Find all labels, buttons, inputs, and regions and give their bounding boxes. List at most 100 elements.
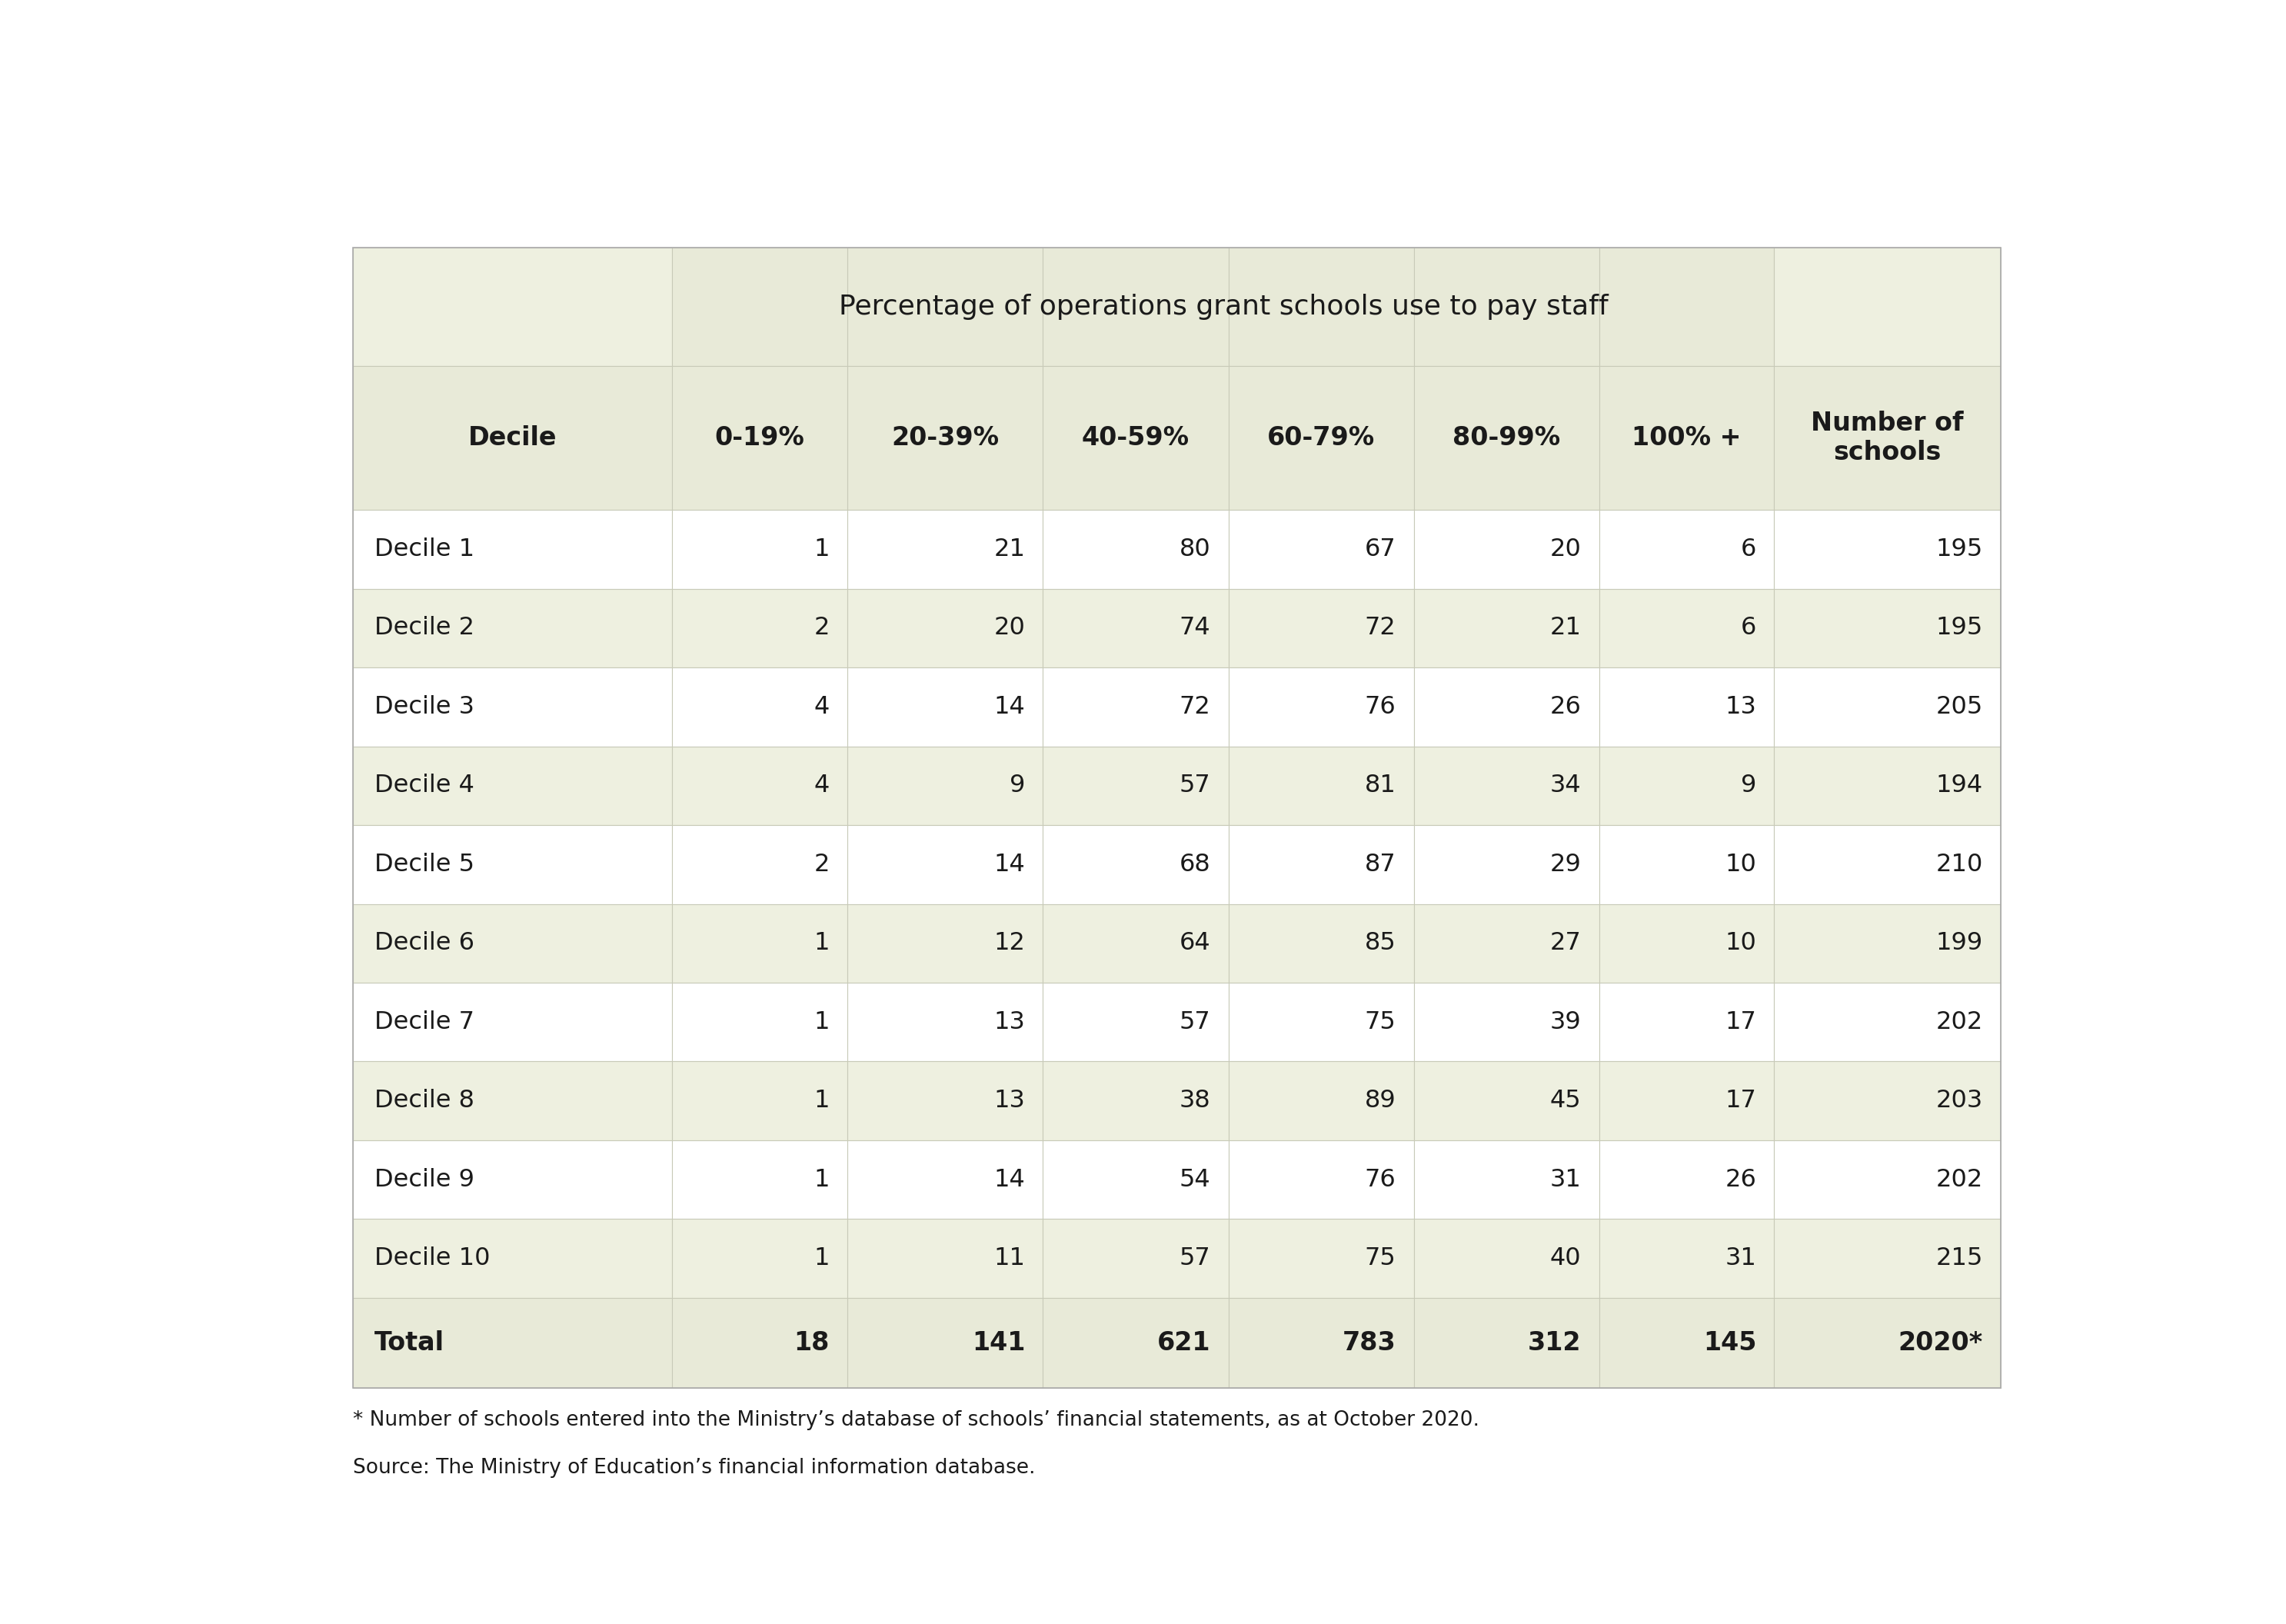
Text: 9: 9 <box>1010 773 1026 797</box>
Text: Decile 10: Decile 10 <box>375 1247 489 1270</box>
Bar <box>1228 747 1413 825</box>
Text: 1: 1 <box>814 932 830 955</box>
Bar <box>1042 667 1228 747</box>
Bar <box>1042 510 1228 590</box>
Bar <box>848 905 1042 983</box>
Text: Decile 7: Decile 7 <box>375 1010 473 1034</box>
Text: 4: 4 <box>814 695 830 719</box>
Bar <box>1413 1140 1600 1220</box>
Bar <box>1413 590 1600 667</box>
Text: 80: 80 <box>1180 538 1212 562</box>
Text: 2020*: 2020* <box>1897 1330 1982 1356</box>
Bar <box>1228 825 1413 905</box>
Text: 18: 18 <box>793 1330 830 1356</box>
Text: 14: 14 <box>994 695 1026 719</box>
Text: 6: 6 <box>1740 615 1756 640</box>
Text: 199: 199 <box>1936 932 1982 955</box>
Text: 202: 202 <box>1936 1010 1982 1034</box>
Text: Decile 4: Decile 4 <box>375 773 473 797</box>
Text: 210: 210 <box>1936 853 1982 877</box>
Bar <box>1774 590 2000 667</box>
Text: Total: Total <box>375 1330 443 1356</box>
Text: 17: 17 <box>1726 1010 1756 1034</box>
Bar <box>672 825 848 905</box>
Bar <box>1413 905 1600 983</box>
Text: 57: 57 <box>1180 1010 1212 1034</box>
Text: 13: 13 <box>994 1010 1026 1034</box>
Bar <box>1774 1140 2000 1220</box>
Text: 20: 20 <box>1550 538 1582 562</box>
Bar <box>1413 667 1600 747</box>
Bar <box>672 365 848 510</box>
Bar <box>848 825 1042 905</box>
Bar <box>1413 510 1600 590</box>
Text: 13: 13 <box>1726 695 1756 719</box>
Text: 783: 783 <box>1342 1330 1397 1356</box>
Text: 74: 74 <box>1180 615 1212 640</box>
Text: 205: 205 <box>1936 695 1982 719</box>
Text: Decile 2: Decile 2 <box>375 615 475 640</box>
Bar <box>1228 510 1413 590</box>
Bar <box>848 1140 1042 1220</box>
Bar <box>848 1220 1042 1298</box>
Bar <box>1600 667 1774 747</box>
Bar <box>1774 247 2000 365</box>
Bar <box>352 1220 672 1298</box>
Bar <box>1228 983 1413 1062</box>
Bar <box>1228 1140 1413 1220</box>
Text: 29: 29 <box>1550 853 1582 877</box>
Bar <box>848 590 1042 667</box>
Text: 4: 4 <box>814 773 830 797</box>
Bar <box>1774 365 2000 510</box>
Text: 312: 312 <box>1527 1330 1582 1356</box>
Bar <box>1228 667 1413 747</box>
Bar <box>672 983 848 1062</box>
Text: 9: 9 <box>1740 773 1756 797</box>
Bar <box>1600 825 1774 905</box>
Text: 40-59%: 40-59% <box>1081 425 1189 451</box>
Text: 20-39%: 20-39% <box>892 425 999 451</box>
Text: 621: 621 <box>1157 1330 1212 1356</box>
Bar <box>672 1140 848 1220</box>
Text: 81: 81 <box>1365 773 1397 797</box>
Bar <box>1774 1298 2000 1389</box>
Text: 195: 195 <box>1936 538 1982 562</box>
Text: 21: 21 <box>994 538 1026 562</box>
Text: 145: 145 <box>1703 1330 1756 1356</box>
Bar <box>1600 1298 1774 1389</box>
Bar <box>1600 1062 1774 1140</box>
Text: 68: 68 <box>1180 853 1212 877</box>
Bar <box>672 1062 848 1140</box>
Bar <box>672 747 848 825</box>
Bar <box>1600 983 1774 1062</box>
Text: Decile 1: Decile 1 <box>375 538 475 562</box>
Bar <box>848 1298 1042 1389</box>
Text: 6: 6 <box>1740 538 1756 562</box>
Bar <box>352 905 672 983</box>
Text: 0-19%: 0-19% <box>716 425 805 451</box>
Bar <box>672 510 848 590</box>
Bar <box>1228 590 1413 667</box>
Text: 20: 20 <box>994 615 1026 640</box>
Bar <box>672 1220 848 1298</box>
Bar <box>1413 1298 1600 1389</box>
Text: 2: 2 <box>814 615 830 640</box>
Text: Decile 3: Decile 3 <box>375 695 473 719</box>
Text: 57: 57 <box>1180 773 1212 797</box>
Text: 89: 89 <box>1365 1090 1397 1112</box>
Bar <box>672 590 848 667</box>
Bar <box>1042 590 1228 667</box>
Text: 1: 1 <box>814 1090 830 1112</box>
Bar <box>352 247 672 365</box>
Text: 1: 1 <box>814 1168 830 1192</box>
Bar <box>1774 747 2000 825</box>
Bar <box>1042 1220 1228 1298</box>
Text: 87: 87 <box>1365 853 1397 877</box>
Bar <box>1413 825 1600 905</box>
Bar <box>1413 247 1600 365</box>
Text: 72: 72 <box>1365 615 1397 640</box>
Bar <box>1413 1062 1600 1140</box>
Bar <box>1042 1140 1228 1220</box>
Text: 202: 202 <box>1936 1168 1982 1192</box>
Bar <box>352 510 672 590</box>
